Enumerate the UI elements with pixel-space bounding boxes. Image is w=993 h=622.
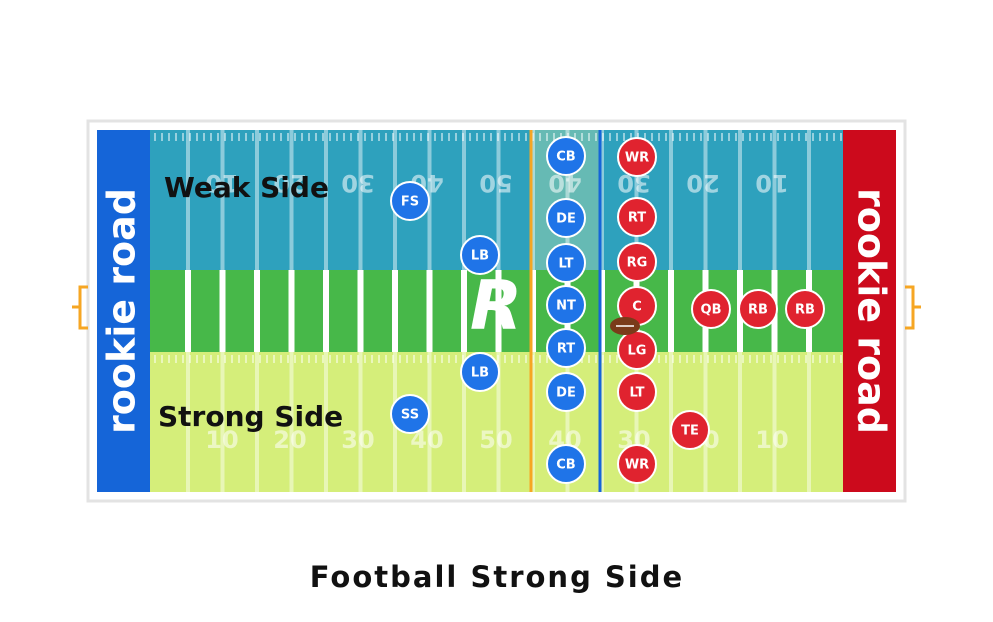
player-marker	[546, 285, 586, 325]
player-label: CB	[556, 458, 575, 473]
player-marker	[617, 242, 657, 282]
player-label: TE	[681, 424, 699, 439]
player-label: RT	[557, 342, 575, 357]
yard-number: 20	[273, 426, 306, 454]
player-marker	[670, 410, 710, 450]
player-marker	[546, 444, 586, 484]
player-label: RB	[748, 303, 768, 318]
player-label: LB	[471, 366, 489, 381]
player-label: FS	[401, 195, 419, 210]
player-label: CB	[556, 150, 575, 165]
right-end-zone	[843, 130, 896, 492]
player-marker	[546, 372, 586, 412]
yard-number: 10	[755, 426, 788, 454]
player-label: C	[632, 300, 642, 315]
player-label: LG	[628, 344, 647, 359]
player-marker	[617, 137, 657, 177]
end-zone-text: rookie road	[100, 188, 144, 434]
player-label: RG	[627, 256, 648, 271]
logo: R	[470, 267, 522, 346]
yard-number: 50	[479, 426, 512, 454]
yard-number: 50	[479, 169, 512, 197]
goal-post	[72, 285, 88, 330]
player-marker	[738, 289, 778, 329]
side-label: Strong Side	[158, 400, 343, 433]
player-marker	[390, 394, 430, 434]
yard-number: 20	[273, 169, 306, 197]
yard-number: 30	[341, 169, 374, 197]
yard-number: 10	[205, 426, 238, 454]
yard-number: 10	[755, 169, 788, 197]
caption: Football Strong Side	[310, 560, 684, 594]
player-marker	[546, 243, 586, 283]
player-marker	[546, 328, 586, 368]
player-label: LT	[559, 257, 574, 272]
player-marker	[617, 197, 657, 237]
player-marker	[691, 289, 731, 329]
end-zone-text: rookie road	[850, 188, 894, 434]
yard-number: 10	[205, 169, 238, 197]
yard-number: 30	[341, 426, 374, 454]
side-label: Weak Side	[164, 171, 329, 204]
player-label: WR	[625, 458, 649, 473]
player-marker	[460, 235, 500, 275]
player-label: QB	[701, 303, 722, 318]
player-label: LB	[471, 249, 489, 264]
left-end-zone	[97, 130, 150, 492]
player-marker	[546, 136, 586, 176]
player-marker	[546, 198, 586, 238]
player-marker	[460, 352, 500, 392]
player-label: LT	[630, 386, 645, 401]
yard-number: 20	[686, 169, 719, 197]
player-label: RT	[628, 211, 646, 226]
player-label: DE	[556, 212, 576, 227]
player-label: SS	[401, 408, 419, 423]
player-marker	[390, 181, 430, 221]
player-marker	[617, 444, 657, 484]
goal-post	[905, 285, 921, 330]
player-label: RB	[795, 303, 815, 318]
player-marker	[785, 289, 825, 329]
player-label: WR	[625, 151, 649, 166]
player-label: DE	[556, 386, 576, 401]
players: CB DE LT NT RT DE CB FS LB LB SS WR RT RG C LG LT WR QB RB R…	[390, 136, 825, 484]
player-marker	[617, 372, 657, 412]
player-label: NT	[556, 299, 576, 314]
